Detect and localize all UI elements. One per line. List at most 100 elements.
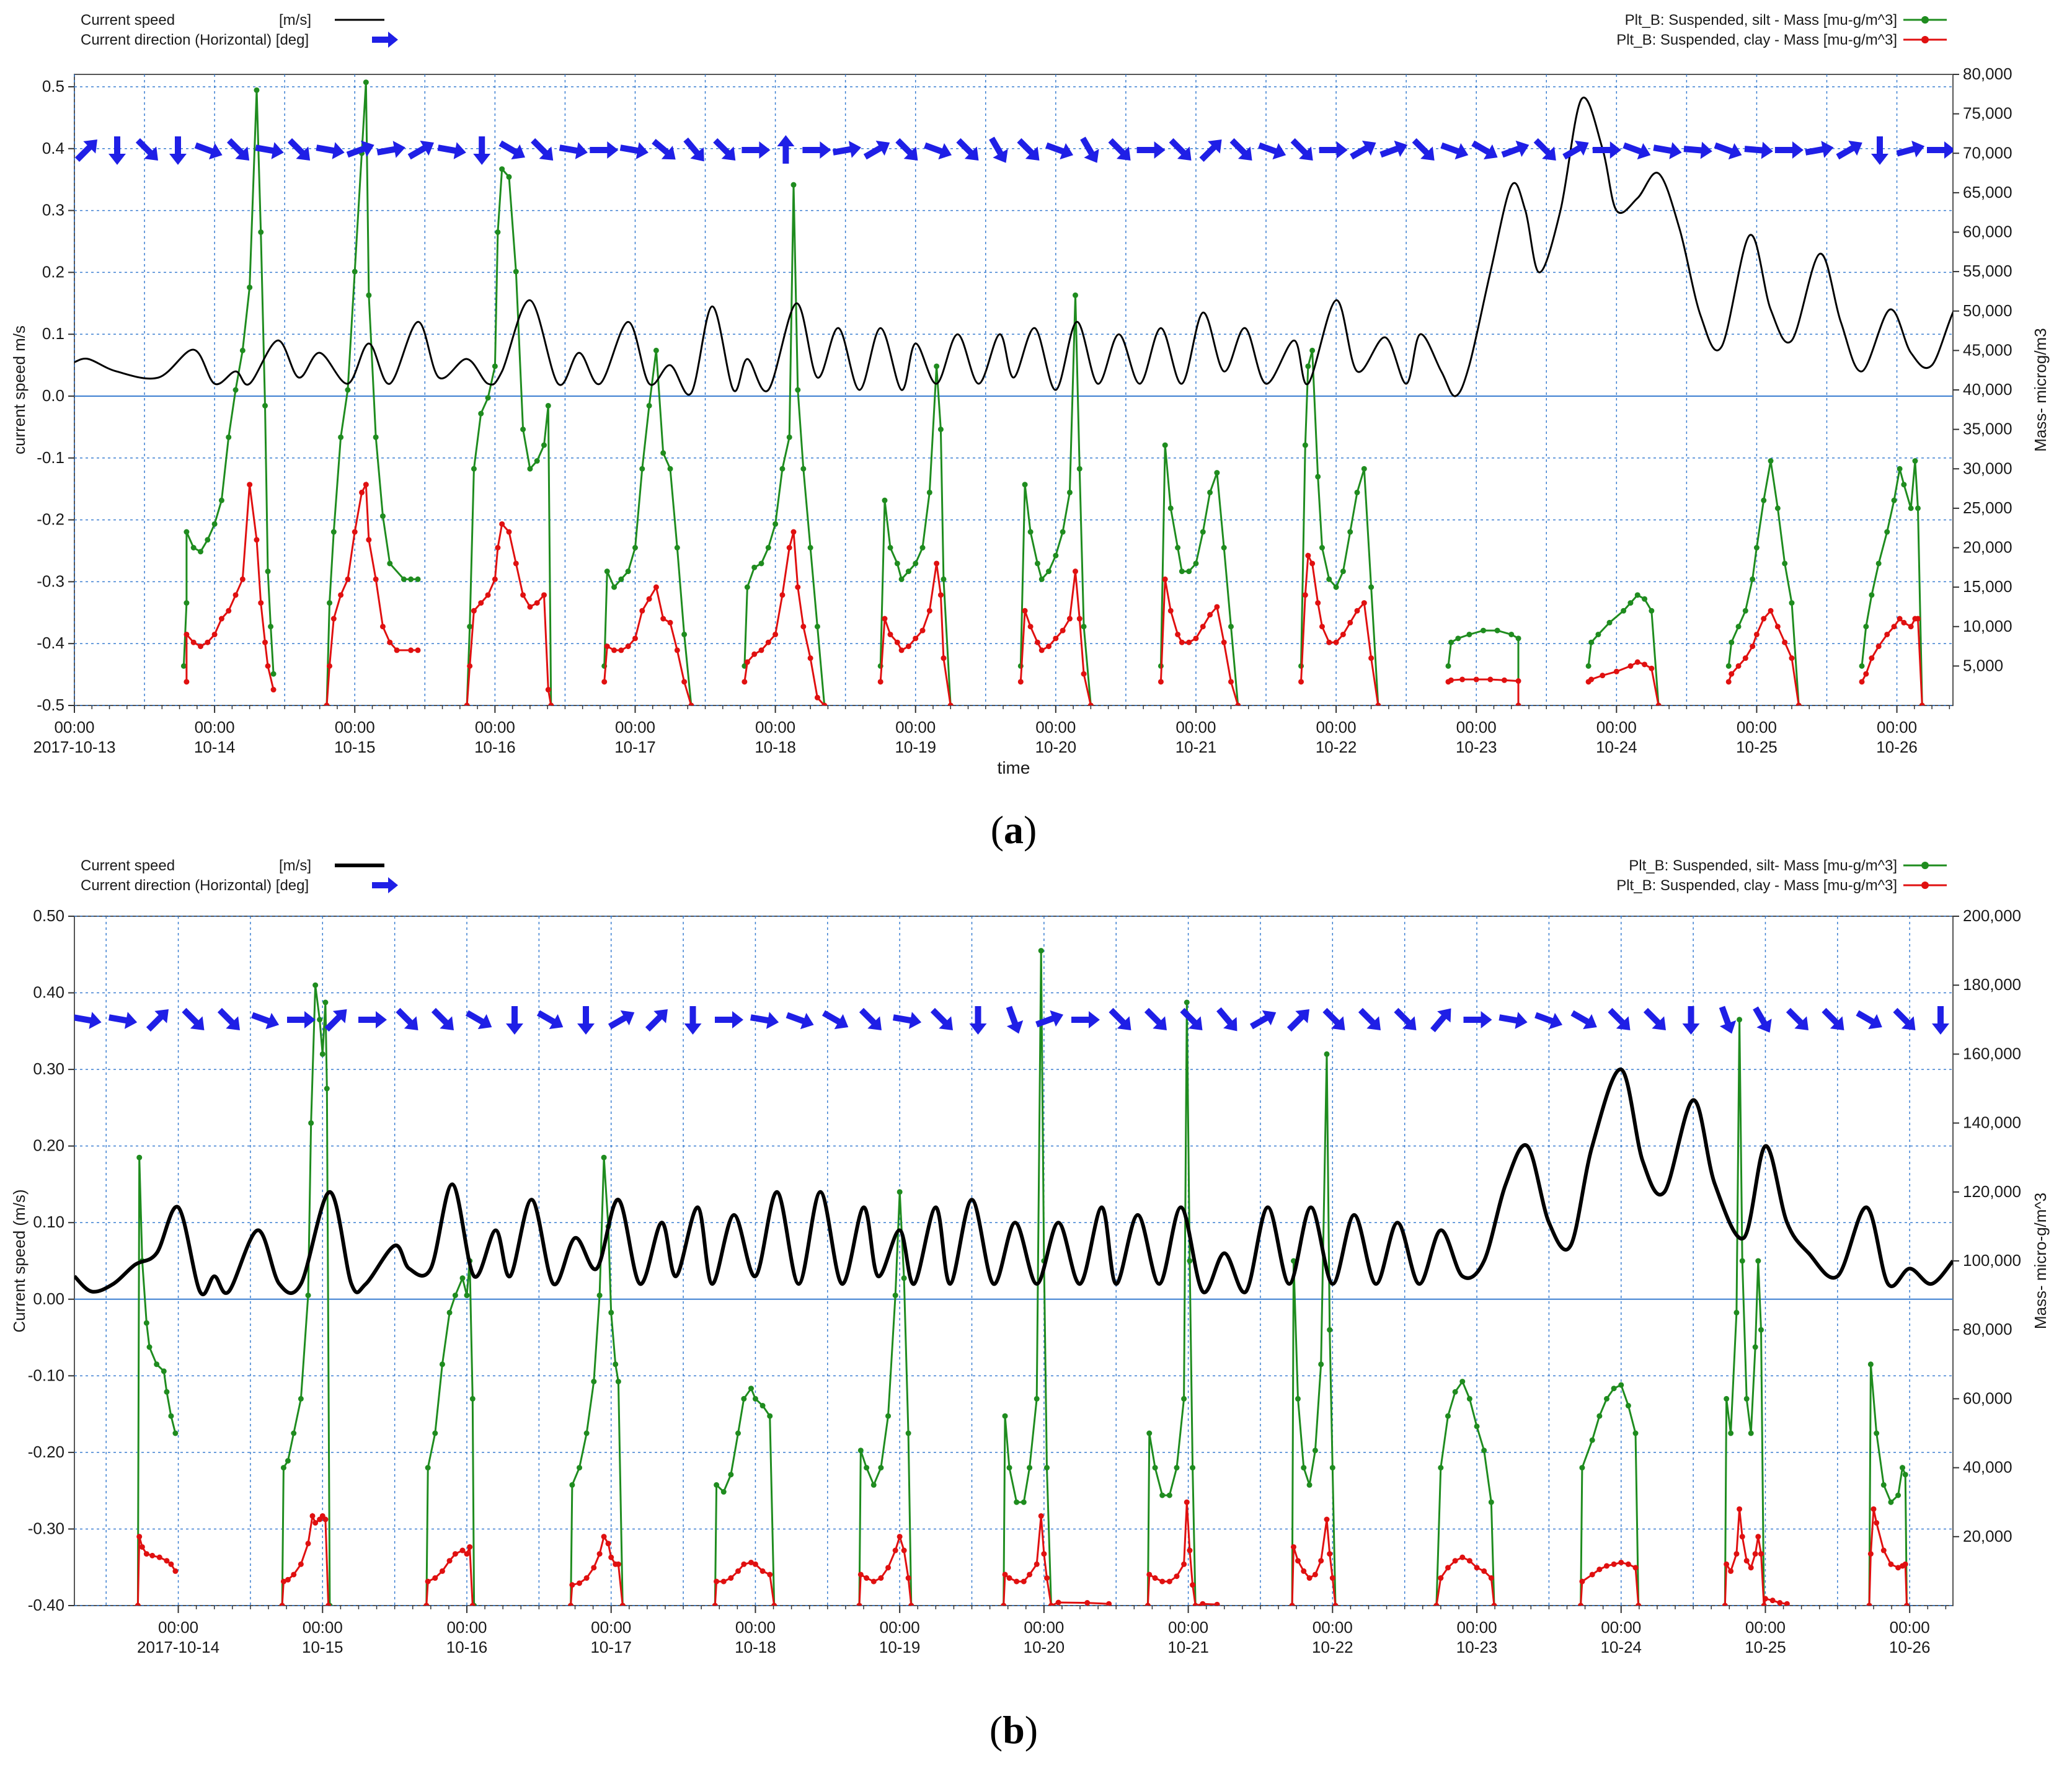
clay-mass-point <box>1589 1571 1595 1578</box>
direction-arrow-shape <box>577 1006 595 1035</box>
clay-mass-point <box>1515 702 1521 705</box>
silt-mass-point <box>258 229 264 235</box>
clay-mass-point <box>338 592 344 598</box>
direction-arrow <box>989 136 1008 163</box>
clay-mass-point <box>1488 1575 1494 1581</box>
clay-mass-point <box>639 608 645 614</box>
clay-mass-point <box>198 643 204 650</box>
direction-arrow <box>288 138 311 161</box>
clay-mass-point <box>1144 1602 1151 1606</box>
x-tick-label-date: 10-24 <box>1600 1638 1642 1656</box>
direction-arrow-shape <box>1169 138 1192 161</box>
direction-arrow <box>1322 1007 1345 1030</box>
direction-arrow-shape <box>255 142 284 159</box>
caption-open-paren: ( <box>990 1708 1003 1752</box>
direction-arrow <box>590 141 619 159</box>
clay-mass-point <box>452 1551 458 1557</box>
x-tick-label-time: 00:00 <box>1745 1618 1786 1637</box>
clay-mass-point <box>934 560 940 567</box>
direction-arrow <box>324 1009 347 1032</box>
direction-arrow-shape <box>742 141 771 159</box>
legend-silt-marker <box>1921 16 1929 24</box>
direction-arrow <box>1180 1007 1203 1030</box>
y-left-tick-label: 0.3 <box>42 201 64 219</box>
direction-arrow <box>619 142 649 159</box>
legend-silt-label: Plt_B: Suspended, silt- Mass [mu-g/m^3] <box>1629 857 1897 874</box>
clay-mass-point <box>270 687 277 693</box>
direction-arrow-shape <box>437 142 466 159</box>
clay-mass-point <box>1053 635 1059 642</box>
silt-mass-point <box>735 1430 742 1436</box>
clay-mass-point <box>1175 631 1181 637</box>
silt-mass-point <box>1200 529 1206 535</box>
clay-mass-point <box>1361 600 1367 606</box>
direction-arrow-shape <box>1322 1007 1345 1030</box>
silt-mass-point <box>870 1482 877 1488</box>
clay-mass-point <box>1017 679 1024 685</box>
clay-mass-point <box>1748 1565 1754 1571</box>
clay-mass-point <box>379 624 386 630</box>
clay-mass-point <box>464 1551 470 1557</box>
clay-mass-point <box>1438 1575 1444 1581</box>
y-right-tick-label: 30,000 <box>1963 459 2012 477</box>
clay-mass-point <box>1579 1578 1585 1585</box>
clay-mass-point <box>1055 1599 1061 1606</box>
clay-mass-point <box>1627 663 1634 669</box>
clay-mass-point <box>1758 1551 1764 1557</box>
y-left-tick-label: 0.50 <box>33 906 64 925</box>
clay-mass-point <box>1588 676 1595 683</box>
direction-arrow <box>316 142 345 159</box>
direction-arrow-shape <box>251 1012 280 1030</box>
direction-arrow-shape <box>892 1012 922 1029</box>
silt-mass-point <box>492 363 498 369</box>
silt-mass-point <box>1159 1492 1166 1498</box>
silt-mass-point <box>1752 1344 1758 1350</box>
silt-mass-point <box>608 1309 614 1315</box>
direction-arrow <box>74 1012 102 1029</box>
direction-arrow-shape <box>473 136 491 165</box>
y-left-tick-label: 0.5 <box>42 77 64 95</box>
y-left-tick-label: 0.0 <box>42 386 64 405</box>
clay-mass-point <box>1027 624 1034 630</box>
clay-mass-point <box>1875 643 1882 650</box>
direction-arrow <box>1871 136 1888 165</box>
silt-mass-point <box>897 1189 903 1195</box>
silt-mass-point <box>1733 1309 1740 1315</box>
x-tick-label-date: 10-24 <box>1596 738 1637 756</box>
direction-arrow-shape <box>431 1007 454 1030</box>
x-tick-label-time: 00:00 <box>1035 718 1076 736</box>
clay-mass-point <box>1158 679 1164 685</box>
clay-mass-point <box>1192 1602 1198 1606</box>
silt-mass-point <box>1166 1492 1172 1498</box>
direction-arrow <box>1249 1010 1277 1030</box>
silt-mass-point <box>577 1465 583 1471</box>
silt-mass-line <box>466 167 552 705</box>
silt-mass-point <box>591 1379 597 1385</box>
clay-mass-point <box>1729 671 1735 677</box>
silt-mass-line <box>1727 461 1800 705</box>
direction-arrow-shape <box>1471 140 1498 160</box>
silt-mass-point <box>1455 635 1461 642</box>
silt-mass-point <box>1724 1395 1730 1402</box>
clay-mass-point <box>1044 1575 1050 1581</box>
silt-mass-point <box>1863 624 1869 630</box>
x-tick-label-time: 00:00 <box>1890 1618 1930 1637</box>
direction-arrow <box>169 136 187 165</box>
clay-mass-point <box>758 647 764 653</box>
current-speed-line <box>74 1067 1953 1296</box>
clay-mass-point <box>1466 1558 1472 1564</box>
direction-arrow-shape <box>1430 1008 1451 1033</box>
silt-mass-point <box>1207 489 1213 495</box>
clay-mass-point <box>1072 568 1078 575</box>
y-right-tick-label: 35,000 <box>1963 420 2012 438</box>
direction-arrow-shape <box>1932 1006 1949 1035</box>
clay-mass-point <box>1048 1602 1055 1606</box>
direction-arrow-shape <box>1109 1007 1131 1030</box>
clay-mass-point <box>821 702 828 705</box>
silt-mass-point <box>262 402 268 409</box>
direction-arrow-shape <box>407 140 434 160</box>
clay-mass-point <box>1737 1506 1743 1512</box>
direction-arrow <box>358 1011 387 1028</box>
direction-arrow-shape <box>1856 1010 1882 1030</box>
silt-mass-point <box>1187 1258 1193 1264</box>
